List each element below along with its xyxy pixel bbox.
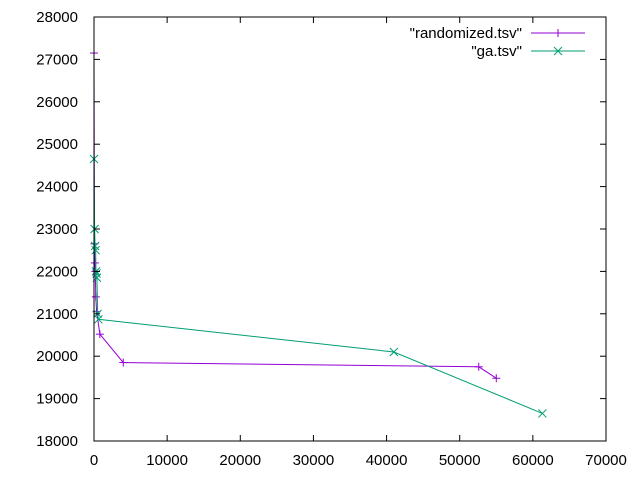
data-point: [91, 245, 100, 255]
legend-label-1: "randomized.tsv": [410, 25, 522, 42]
series-line-1: [93, 52, 497, 379]
x-tick-label: 20000: [219, 452, 261, 469]
x-tick-label: 30000: [293, 452, 335, 469]
x-tick-label: 0: [90, 452, 98, 469]
data-point: [492, 374, 501, 383]
y-tick-label: 22000: [36, 263, 78, 280]
y-tick-label: 27000: [36, 51, 78, 68]
x-tick-label: 70000: [585, 452, 627, 469]
axis-ticks: 0 10000 20000 30000 40000 50000 60000 70000 1800…: [36, 9, 627, 469]
y-tick-label: 26000: [36, 94, 78, 111]
y-tick-label: 24000: [36, 179, 78, 196]
y-tick-label: 18000: [36, 433, 78, 450]
data-point: [94, 314, 103, 324]
legend: "randomized.tsv""ga.tsv": [410, 25, 585, 60]
y-tick-label: 23000: [36, 221, 78, 238]
data-point: [95, 330, 104, 339]
legend-marker-2: [553, 46, 563, 56]
x-tick-label: 40000: [366, 452, 408, 469]
legend-label-2: "ga.tsv": [471, 43, 522, 60]
x-tick-label: 10000: [146, 452, 188, 469]
legend-marker-1: [554, 29, 562, 37]
y-tick-label: 28000: [36, 9, 78, 26]
x-tick-label: 60000: [512, 452, 554, 469]
data-point: [119, 358, 128, 367]
y-tick-label: 20000: [36, 348, 78, 365]
x-tick-label: 50000: [439, 452, 481, 469]
data-point: [474, 362, 483, 371]
plot-marks: [89, 49, 547, 418]
data-point: [91, 292, 100, 301]
data-point: [389, 347, 399, 357]
y-tick-label: 25000: [36, 136, 78, 153]
y-tick-label: 21000: [36, 306, 78, 323]
data-point: [90, 258, 99, 267]
y-tick-label: 19000: [36, 391, 78, 408]
data-point: [538, 409, 547, 418]
